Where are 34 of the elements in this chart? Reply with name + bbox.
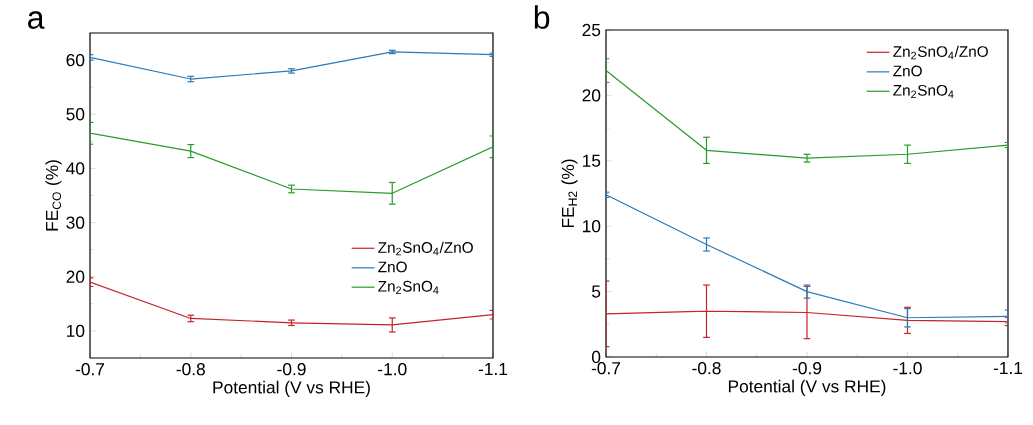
chart-title: b bbox=[534, 5, 550, 29]
chart-title: a bbox=[28, 11, 45, 29]
legend-label: Zn$_{2}$SnO$_{4}$ bbox=[378, 280, 439, 294]
y-tick-label: 15 bbox=[582, 154, 601, 167]
y-tick-label: 30 bbox=[66, 216, 85, 229]
y-tick-label: 50 bbox=[66, 108, 85, 121]
legend-label: ZnO bbox=[893, 65, 922, 77]
x-tick-label: -0.9 bbox=[792, 362, 822, 375]
y-tick-label: 20 bbox=[582, 89, 601, 102]
legend-label: Zn$_{2}$SnO$_{4}$ bbox=[893, 84, 954, 98]
legend-label: Zn$_{2}$SnO$_{4}$/ZnO bbox=[893, 45, 988, 60]
x-tick-label: -1.0 bbox=[893, 362, 922, 375]
y-axis-title: FE$_{CO}$ (%) bbox=[45, 160, 62, 231]
y-tick-label: 20 bbox=[66, 270, 85, 283]
x-tick-label: -0.8 bbox=[176, 363, 205, 376]
y-tick-label: 25 bbox=[582, 23, 601, 37]
x-tick-label: -1.1 bbox=[993, 362, 1023, 374]
y-tick-label: 40 bbox=[66, 162, 85, 175]
y-tick-label: 60 bbox=[66, 53, 85, 67]
y-axis-title: FE$_{H2}$ (%) bbox=[561, 159, 578, 228]
x-tick-label: -1.1 bbox=[478, 363, 508, 375]
x-tick-label: -0.7 bbox=[75, 363, 105, 376]
x-axis-title: Potential (V vs RHE) bbox=[728, 379, 886, 396]
x-tick-label: -0.9 bbox=[277, 363, 306, 376]
legend-label: ZnO bbox=[378, 261, 407, 273]
x-tick-label: -1.0 bbox=[378, 363, 407, 376]
y-tick-label: 10 bbox=[582, 220, 601, 233]
x-axis-title: Potential (V vs RHE) bbox=[213, 380, 370, 397]
x-tick-label: -0.8 bbox=[692, 362, 721, 375]
y-tick-label: 0 bbox=[591, 350, 601, 364]
y-tick-label: 5 bbox=[592, 285, 601, 298]
legend-label: Zn$_{2}$SnO$_{4}$/ZnO bbox=[378, 241, 473, 256]
x-tick-label: -0.7 bbox=[591, 362, 621, 375]
y-tick-label: 10 bbox=[67, 324, 85, 338]
